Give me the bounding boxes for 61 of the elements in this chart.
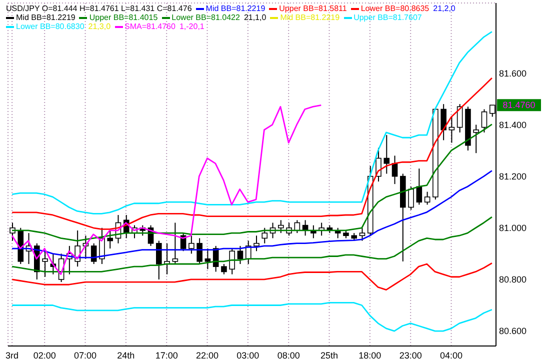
candlestick (262, 227, 268, 244)
x-tick-label: 04:00 (440, 350, 463, 360)
legend-label: Lower BB=80.6830 (16, 22, 84, 31)
candlestick (278, 220, 284, 234)
x-tick-label: 02:00 (33, 350, 56, 360)
text: 81.4760 (502, 100, 536, 110)
x-tick-label: 07:00 (74, 350, 97, 360)
candlestick (416, 168, 422, 206)
x-tick-label: 23:00 (399, 350, 422, 360)
candlestick (107, 230, 113, 250)
annotation: 21,1,0 (244, 13, 266, 22)
legend-label: Mid BB=81.2219 (16, 13, 76, 22)
annotation: 1,-20,1 (179, 22, 204, 31)
y-tick-label: 80.800 (499, 274, 527, 285)
legend-label: Mid BB=81.2219 (206, 4, 266, 13)
candlestick (359, 227, 366, 242)
annotation: 21,2,0 (433, 4, 456, 13)
y-tick-label: 81.200 (499, 172, 527, 182)
candlestick (188, 235, 194, 254)
candlestick (384, 134, 390, 174)
y-tick-label: 81.000 (499, 223, 527, 234)
candlestick (473, 124, 479, 154)
candlestick (408, 186, 414, 210)
legend-label: Upper BB=81.4015 (89, 13, 158, 22)
x-tick-label: 22:00 (196, 350, 219, 360)
candlestick (424, 191, 430, 206)
x-tick-label: 03:00 (236, 350, 260, 360)
candlestick (172, 222, 178, 264)
line-series (11, 262, 493, 290)
candlestick (10, 222, 16, 242)
annotation: 21,3,0 (88, 22, 111, 31)
candlestick (42, 250, 48, 278)
legend-label: Upper BB=81.7607 (354, 13, 422, 22)
candlestick (440, 104, 446, 141)
candlestick (221, 263, 227, 275)
legend-label: Lower BB=80.8635 (360, 4, 430, 13)
legend-label: Upper BB=81.5811 (279, 4, 347, 13)
candlestick (481, 108, 488, 133)
legend-label: Mid BB=81.2219 (280, 13, 340, 22)
candlestick (237, 245, 244, 264)
candlestick (156, 240, 162, 280)
legend-label: Lower BB=81.0422 (172, 13, 240, 22)
x-tick-label: 3rd (6, 350, 19, 360)
chart-title: USD/JPY O=81.444 H=81.4761 L=81.431 C=81.476 (6, 4, 192, 13)
line-series (11, 31, 493, 214)
x-tick-label: 25th (320, 350, 338, 360)
y-tick-label: 81.400 (499, 120, 527, 130)
y-tick-label: 80.600 (499, 326, 527, 336)
legend-label: SMA=81.4760 (124, 22, 176, 31)
candlestick (204, 248, 211, 270)
line-series (11, 302, 493, 332)
x-tick-label: 24th (117, 350, 135, 360)
x-tick-label: 18:00 (358, 350, 382, 360)
x-tick-label: 17:00 (155, 350, 178, 360)
candlestick (229, 248, 235, 275)
y-tick-label: 81.600 (499, 68, 527, 78)
candlestick (90, 242, 97, 264)
candlestick (448, 116, 455, 144)
candlestick (196, 238, 202, 264)
candlestick (254, 235, 260, 252)
x-tick-label: 08:00 (277, 350, 300, 360)
